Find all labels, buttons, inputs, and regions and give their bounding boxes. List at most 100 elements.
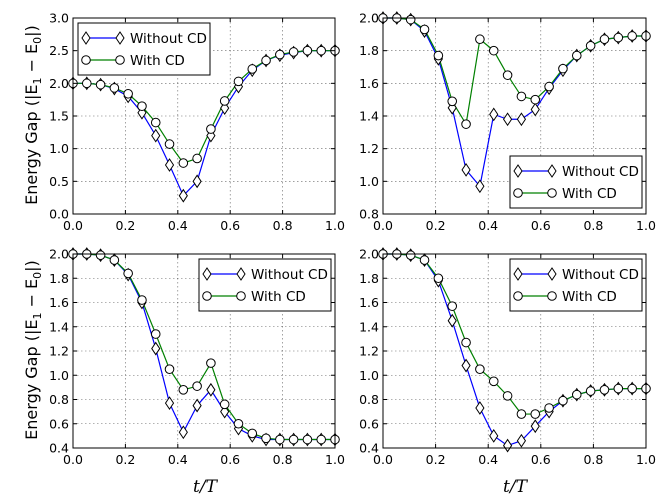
x-tick-label: 0.0 — [63, 452, 83, 467]
x-tick-label: 0.2 — [426, 452, 446, 467]
legend: Without CD With CD — [198, 258, 332, 312]
legend-label-without-cd: Without CD — [130, 31, 207, 47]
ylabel-sub0: 0 — [31, 37, 44, 44]
data-point-with-cd — [447, 96, 458, 107]
x-tick-label: 1.0 — [636, 452, 656, 467]
data-point-with-cd — [316, 434, 327, 445]
y-tick-label: 0.8 — [49, 392, 69, 407]
data-point-with-cd — [461, 119, 471, 129]
y-tick-label: 1.4 — [359, 109, 379, 124]
data-point-with-cd — [405, 250, 416, 261]
data-point-with-cd — [516, 91, 527, 102]
data-point-with-cd — [95, 250, 106, 261]
data-point-with-cd — [433, 273, 444, 284]
data-point-without-cd — [164, 158, 175, 172]
data-point-without-cd — [502, 112, 513, 127]
ylabel-bottom: Energy Gap (|E1 − E0|) — [22, 260, 44, 440]
legend-marker-without-cd — [513, 267, 523, 281]
y-tick-label: 1.2 — [359, 344, 379, 359]
data-point-with-cd — [544, 81, 554, 92]
data-point-with-cd — [627, 31, 637, 41]
y-tick-label: 0.0 — [49, 207, 69, 222]
data-point-with-cd — [247, 64, 258, 74]
data-point-with-cd — [516, 409, 527, 419]
data-point-with-cd — [599, 34, 610, 45]
y-tick-label: 1.6 — [49, 295, 69, 310]
legend-marker-with-cd — [115, 55, 125, 65]
y-tick-label: 1.5 — [49, 109, 69, 124]
x-tick-label: 0.6 — [220, 218, 240, 233]
data-point-with-cd — [558, 63, 568, 74]
data-point-with-cd — [502, 391, 513, 401]
legend-box — [509, 155, 643, 209]
legend-marker-with-cd — [202, 291, 212, 301]
data-point-with-cd — [502, 70, 513, 80]
x-tick-label: 0.6 — [531, 452, 551, 467]
y-tick-label: 3.0 — [49, 11, 69, 26]
x-tick-label: 0.2 — [426, 218, 446, 233]
ylabel-mid: − E — [22, 44, 41, 78]
data-point-with-cd — [233, 418, 244, 429]
data-point-without-cd — [489, 428, 499, 443]
data-point-with-cd — [164, 364, 175, 374]
data-point-without-cd — [151, 341, 161, 356]
data-point-with-cd — [81, 78, 92, 89]
ylabel-mid: − E — [22, 279, 41, 313]
data-point-without-cd — [516, 112, 527, 127]
legend-label-without-cd: Without CD — [562, 267, 639, 283]
data-point-with-cd — [275, 434, 285, 445]
chart-panels: 0.0 0.2 0.4 0.6 0.8 1.0 0.0 0.5 1.0 1.5 2.0 2.5 3.0 W… — [49, 11, 656, 468]
y-tick-label: 0.8 — [359, 207, 379, 222]
data-point-with-cd — [488, 376, 499, 387]
x-tick-label: 0.4 — [478, 218, 498, 233]
legend-label-without-cd: Without CD — [562, 164, 639, 180]
chart-panel-bottom-left: 0.0 0.2 0.4 0.6 0.8 1.0 0.4 0.6 0.8 1.0 1.2 1.4 1.6 1… — [49, 247, 345, 468]
legend-label-with-cd: With CD — [130, 53, 185, 69]
x-tick-label: 0.0 — [373, 452, 393, 467]
y-tick-label: 1.8 — [49, 271, 69, 286]
data-point-without-cd — [206, 382, 216, 397]
data-point-with-cd — [461, 337, 471, 348]
data-point-with-cd — [433, 50, 444, 61]
legend-marker-with-cd — [547, 291, 557, 301]
legend-marker-with-cd — [547, 188, 557, 198]
data-point-with-cd — [178, 385, 189, 395]
legend-marker-with-cd — [236, 291, 246, 301]
legend-marker-with-cd — [81, 55, 91, 65]
ylabel-sub1: 1 — [31, 313, 44, 320]
legend-label-with-cd: With CD — [251, 289, 306, 305]
y-tick-label: 2.5 — [49, 43, 69, 58]
x-tick-label: 0.4 — [168, 218, 188, 233]
data-point-with-cd — [571, 50, 582, 61]
chart-panel-bottom-right: 0.0 0.2 0.4 0.6 0.8 1.0 0.4 0.6 0.8 1.0 1.2 1.4 1.6 1… — [359, 247, 656, 468]
legend-marker-without-cd — [547, 267, 557, 281]
data-point-without-cd — [178, 188, 188, 203]
y-tick-label: 1.4 — [359, 319, 379, 334]
x-tick-label: 0.4 — [168, 452, 188, 467]
x-tick-label: 0.2 — [115, 452, 135, 467]
svg-text:Energy Gap (|E1 − E0|): Energy Gap (|E1 − E0|) — [22, 260, 44, 440]
chart-panel-top-right: 0.0 0.2 0.4 0.6 0.8 1.0 0.8 1.0 1.2 1.4 1.6 1.8 2.0 W… — [359, 11, 656, 234]
legend-marker-with-cd — [513, 291, 523, 301]
data-point-with-cd — [627, 383, 637, 394]
legend-box — [509, 258, 643, 312]
data-point-with-cd — [123, 268, 133, 279]
data-point-without-cd — [192, 398, 202, 413]
y-tick-label: 2.0 — [359, 11, 379, 26]
legend-marker-without-cd — [513, 164, 523, 178]
data-point-with-cd — [206, 124, 216, 134]
legend-marker-without-cd — [202, 267, 212, 281]
x-tick-label: 1.0 — [325, 452, 345, 467]
data-point-with-cd — [613, 383, 624, 394]
y-tick-label: 1.6 — [359, 76, 379, 91]
x-tick-label: 0.4 — [478, 452, 498, 467]
data-point-with-cd — [316, 45, 327, 56]
data-point-with-cd — [488, 45, 499, 56]
data-point-with-cd — [95, 79, 106, 90]
data-point-without-cd — [516, 433, 527, 448]
y-tick-label: 1.0 — [359, 174, 379, 189]
data-point-with-cd — [447, 301, 458, 311]
x-tick-label: 0.8 — [583, 452, 603, 467]
data-point-with-cd — [558, 395, 568, 406]
